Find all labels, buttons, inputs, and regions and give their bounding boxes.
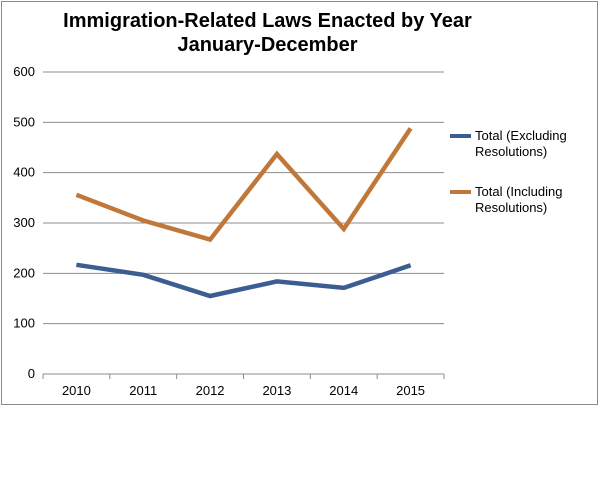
- series-lines: [75, 127, 413, 299]
- x-tick-label: 2012: [196, 383, 225, 398]
- axes: 0 100 200 300 400 500 600 2010 2011 2012 2013 2014 2…: [13, 64, 445, 398]
- legend: Total (Excluding Resolutions) Total (Inc…: [450, 128, 600, 240]
- x-tick-label: 2011: [129, 383, 157, 398]
- legend-label-including: Total (Including Resolutions): [475, 184, 563, 215]
- legend-swatch-excluding: [450, 134, 471, 138]
- legend-item-including: Total (Including Resolutions): [450, 184, 600, 240]
- legend-swatch-including: [450, 190, 471, 194]
- chart-subtitle: January-December: [177, 34, 358, 56]
- y-tick-label: 300: [13, 215, 35, 230]
- x-tick-label: 2015: [396, 383, 425, 398]
- y-tick-label: 500: [13, 114, 35, 129]
- x-tick-label: 2013: [262, 383, 291, 398]
- chart-title-block: Immigration-Related Laws Enacted by Year…: [0, 9, 535, 57]
- gridlines: [43, 71, 444, 325]
- y-tick-label: 600: [13, 64, 35, 79]
- legend-label-excluding: Total (Excluding Resolutions): [475, 128, 567, 159]
- legend-item-excluding: Total (Excluding Resolutions): [450, 128, 600, 184]
- series-line-including: [75, 127, 413, 243]
- y-tick-label: 200: [13, 265, 35, 280]
- y-tick-label: 0: [28, 366, 35, 381]
- series-line-excluding: [76, 262, 412, 299]
- x-tick-label: 2010: [62, 383, 91, 398]
- y-tick-label: 400: [13, 165, 35, 180]
- chart-title: Immigration-Related Laws Enacted by Year: [63, 10, 472, 32]
- y-tick-label: 100: [13, 316, 35, 331]
- x-tick-label: 2014: [329, 383, 358, 398]
